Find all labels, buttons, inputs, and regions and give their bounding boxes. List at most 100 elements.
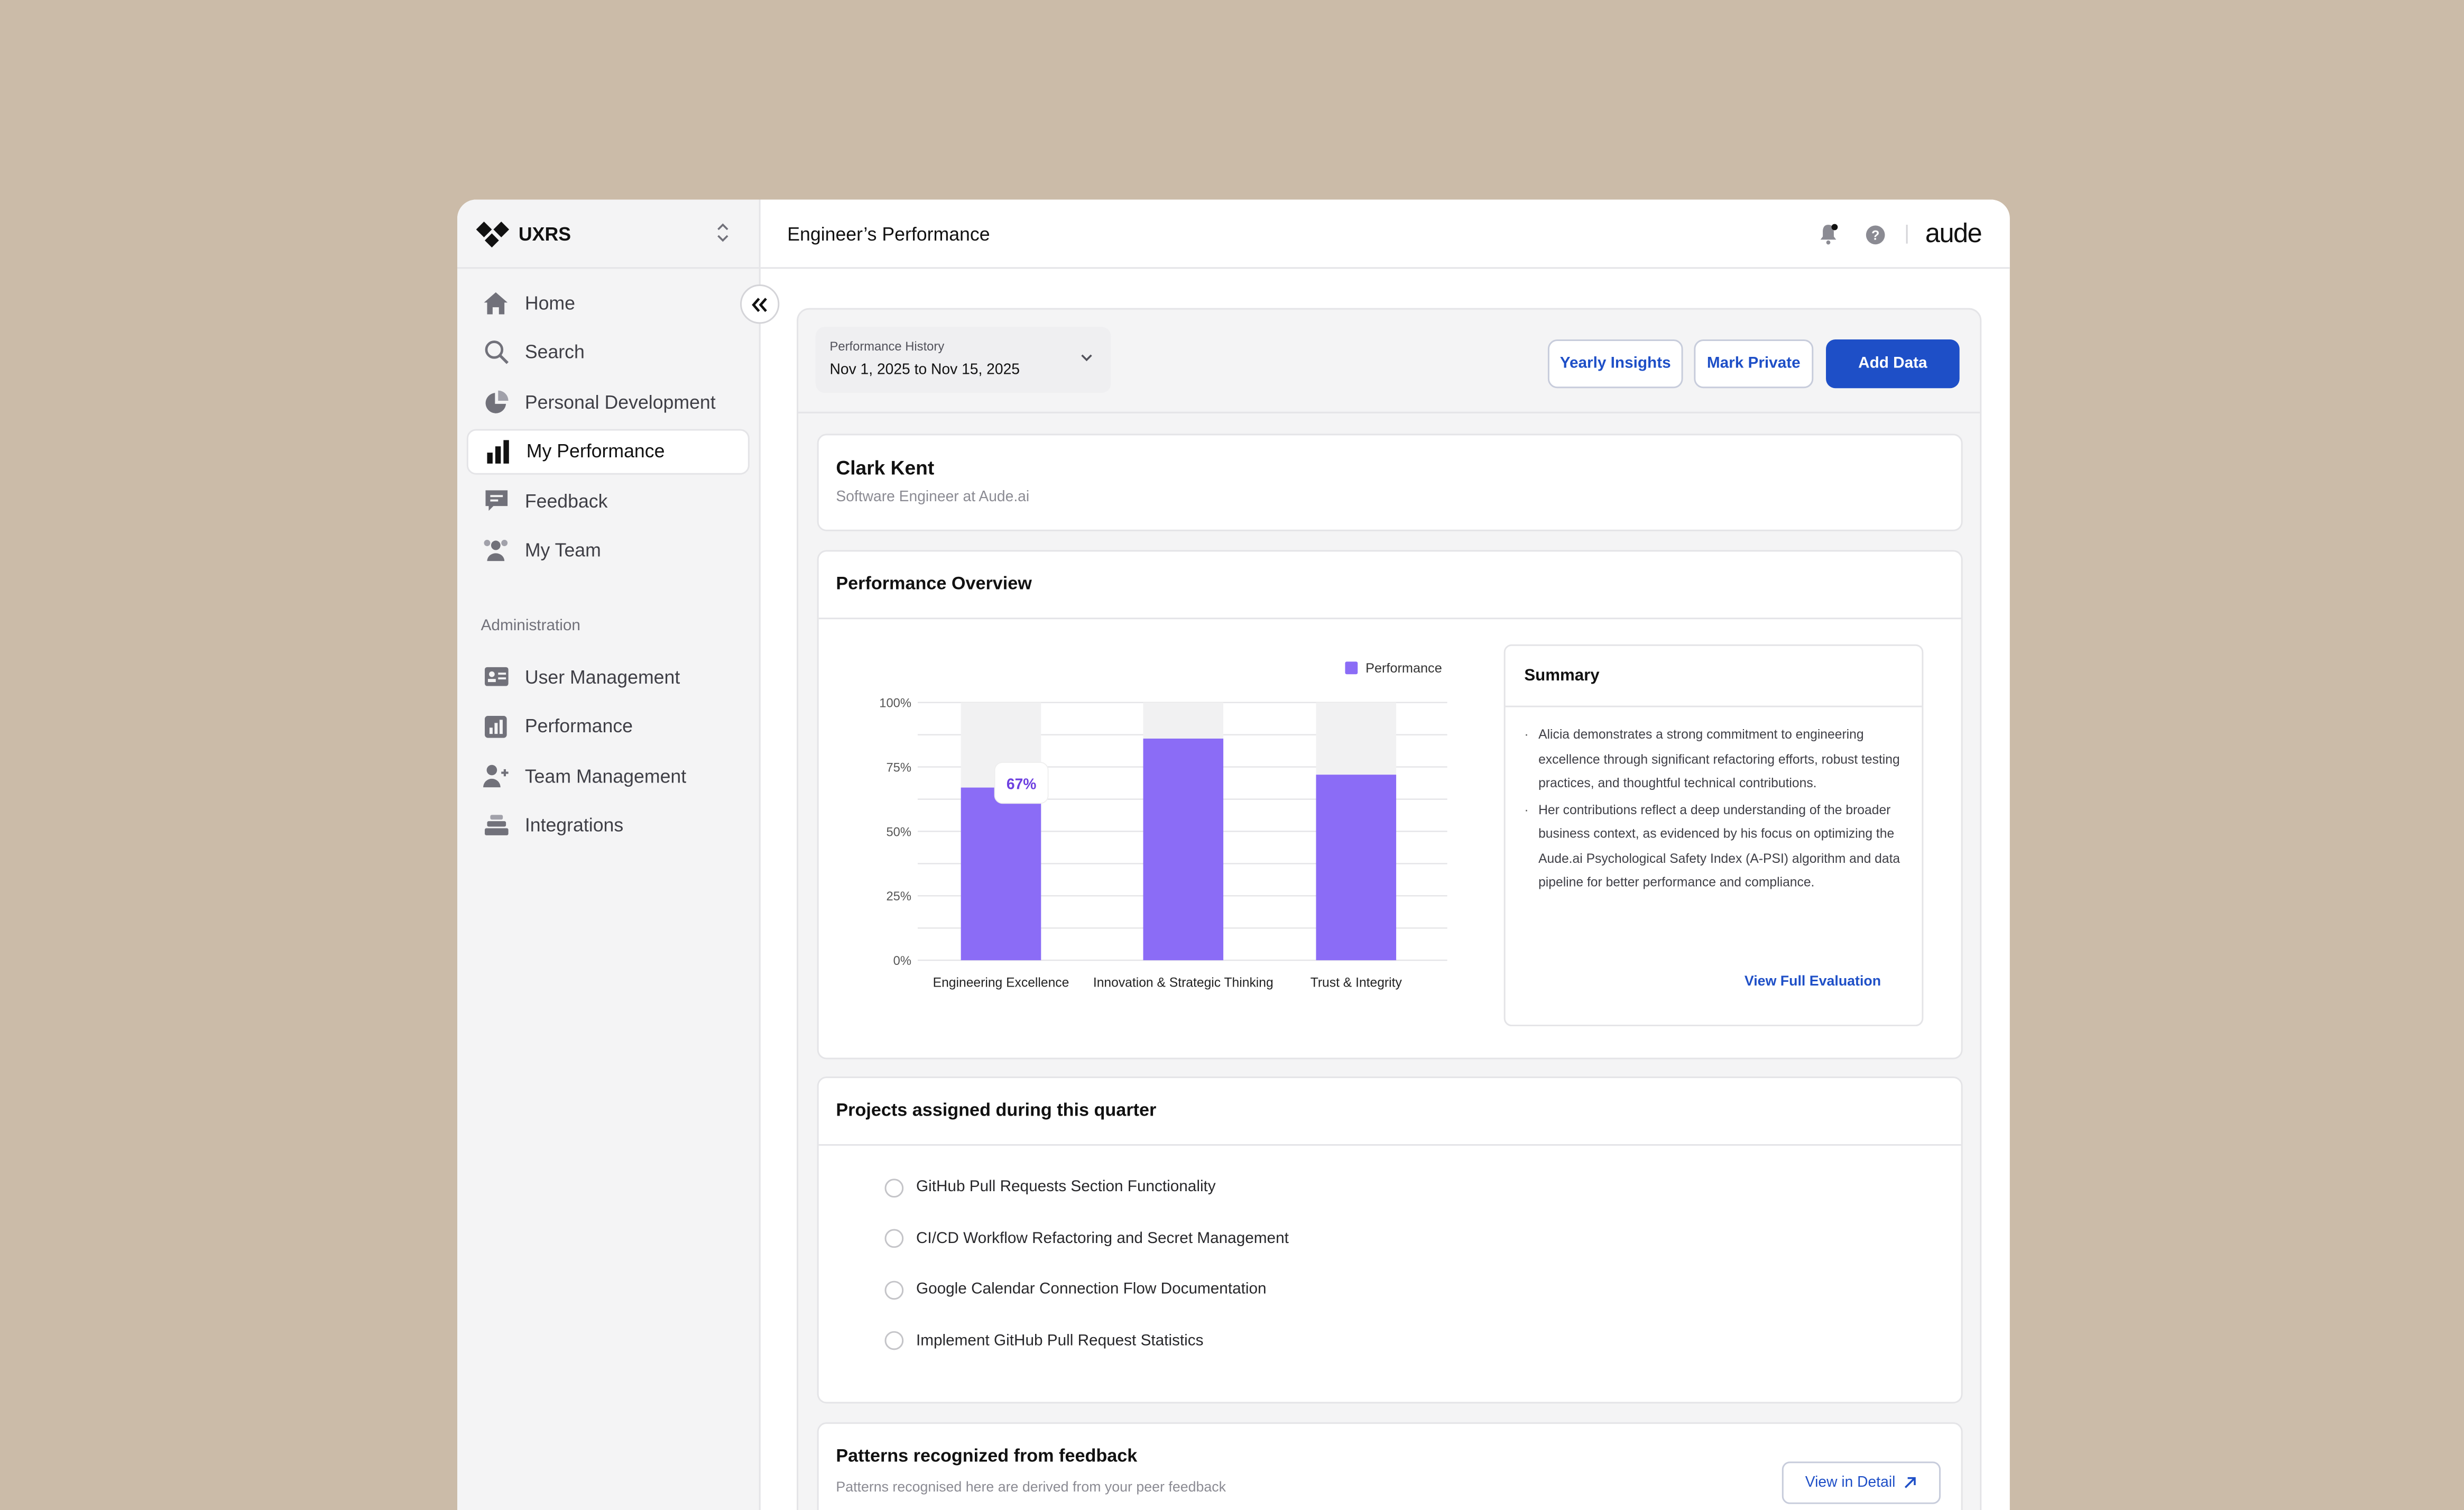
summary-point: Her contributions reflect a deep underst… [1524,798,1915,895]
top-bar: Engineer’s Performance ? aude [760,199,2010,269]
search-icon [483,339,510,366]
main-nav: Home Search Personal Development My Perf… [466,280,750,577]
project-label: CI/CD Workflow Refactoring and Secret Ma… [916,1229,1289,1247]
yearly-insights-button[interactable]: Yearly Insights [1547,339,1683,389]
card-divider [818,618,1961,620]
main-panel: Performance History Nov 1, 2025 to Nov 1… [797,308,1982,1510]
patterns-card: Patterns recognized from feedback Patter… [817,1422,1963,1510]
profile-card: Clark Kent Software Engineer at Aude.ai [817,434,1963,531]
sidebar-item-performance[interactable]: Performance [467,703,750,749]
patterns-title: Patterns recognized from feedback [836,1447,1138,1467]
project-radio[interactable] [884,1331,904,1350]
svg-text:?: ? [1871,227,1879,242]
page-title: Engineer’s Performance [787,223,990,245]
performance-bar-chart: 0% 25% 50% 75% 100% Engineering Excellence Inn… [879,696,1447,990]
app-window: UXRS Home Search Per [457,199,2010,1510]
performance-history-select[interactable]: Performance History Nov 1, 2025 to Nov 1… [815,327,1111,393]
project-radio[interactable] [884,1280,904,1299]
legend-swatch [1345,661,1358,675]
home-icon [483,289,510,316]
view-in-detail-label: View in Detail [1805,1474,1896,1491]
sidebar-item-feedback[interactable]: Feedback [467,478,750,523]
list-item: GitHub Pull Requests Section Functionali… [884,1174,1289,1201]
value-tooltip [994,762,1049,804]
add-data-button[interactable]: Add Data [1826,339,1960,389]
external-arrow-icon [1905,1477,1916,1488]
sidebar-item-label: Integrations [524,814,624,836]
sidebar-item-label: My Team [524,539,601,561]
chevron-down-icon [1081,354,1092,362]
value-tooltip-label: 67% [1007,776,1036,793]
sidebar-item-label: Team Management [524,765,687,787]
aude-logo: aude [1925,218,1982,248]
projects-title: Projects assigned during this quarter [836,1101,1157,1121]
sidebar-item-label: My Performance [526,440,665,462]
sidebar-item-team-management[interactable]: Team Management [467,753,750,798]
mark-private-button[interactable]: Mark Private [1694,339,1814,389]
performance-history-label: Performance History [829,339,945,354]
list-item: Google Calendar Connection Flow Document… [884,1276,1289,1303]
chart-square-icon [483,713,510,740]
uxrs-logo-icon [476,222,510,248]
project-label: GitHub Pull Requests Section Functionali… [916,1178,1216,1196]
workspace-name: UXRS [518,223,571,245]
chevrons-left-icon [752,297,767,311]
y-tick-label: 25% [886,889,911,904]
bar-chart-icon [484,438,511,465]
x-tick-label: Innovation & Strategic Thinking [1093,976,1273,990]
x-tick-label: Trust & Integrity [1311,976,1402,990]
header-divider [798,411,1980,413]
administration-heading: Administration [481,618,580,635]
chevron-up-down-icon[interactable] [715,222,731,244]
project-radio[interactable] [884,1177,904,1197]
sidebar-item-personal-development[interactable]: Personal Development [467,379,750,424]
card-divider [818,1144,1961,1146]
collapse-sidebar-button[interactable] [740,284,780,324]
notification-bell-icon[interactable] [1815,222,1841,247]
sidebar-item-home[interactable]: Home [467,280,750,325]
id-card-icon [483,663,510,690]
help-icon[interactable]: ? [1862,222,1888,247]
y-tick-label: 0% [893,954,911,968]
y-tick-label: 75% [886,760,911,775]
view-in-detail-button[interactable]: View in Detail [1782,1461,1941,1504]
sidebar: UXRS Home Search Per [457,199,761,1510]
projects-card: Projects assigned during this quarter Gi… [817,1076,1963,1404]
y-tick-label: 100% [879,696,911,711]
legend-label: Performance [1365,660,1442,676]
message-icon [483,487,510,514]
project-label: Implement GitHub Pull Request Statistics [916,1332,1204,1349]
sidebar-item-label: Search [524,341,585,363]
workspace-switcher[interactable]: UXRS [457,200,759,269]
view-full-evaluation-link[interactable]: View Full Evaluation [1744,972,1881,989]
x-tick-label: Engineering Excellence [933,976,1069,990]
performance-history-value: Nov 1, 2025 to Nov 15, 2025 [829,361,1020,379]
user-plus-icon [483,762,510,789]
summary-point: Alicia demonstrates a strong commitment … [1524,723,1915,796]
employee-role: Software Engineer at Aude.ai [836,489,1030,507]
pie-chart-icon [483,388,510,415]
sidebar-item-label: Performance [524,715,633,738]
divider [1906,225,1908,244]
list-item: Implement GitHub Pull Request Statistics [884,1327,1289,1354]
stack-icon [483,812,510,839]
sidebar-item-integrations[interactable]: Integrations [467,802,750,848]
summary-title: Summary [1524,666,1600,686]
sidebar-item-my-performance[interactable]: My Performance [466,428,750,474]
list-item: CI/CD Workflow Refactoring and Secret Ma… [884,1225,1289,1252]
project-radio[interactable] [884,1229,904,1248]
chart-legend: Performance [1345,660,1442,676]
sidebar-item-label: User Management [524,665,680,688]
summary-panel: Summary Alicia demonstrates a strong com… [1503,644,1924,1027]
bar [1143,738,1224,961]
employee-name: Clark Kent [836,457,935,480]
project-list: GitHub Pull Requests Section Functionali… [884,1174,1289,1378]
sidebar-item-user-management[interactable]: User Management [467,654,750,699]
sidebar-item-search[interactable]: Search [467,329,750,375]
summary-list: Alicia demonstrates a strong commitment … [1524,723,1915,896]
performance-overview-title: Performance Overview [836,575,1032,594]
summary-divider [1505,705,1922,707]
sidebar-item-my-team[interactable]: My Team [467,527,750,573]
sidebar-item-label: Home [524,291,575,314]
sidebar-item-label: Personal Development [524,390,716,413]
